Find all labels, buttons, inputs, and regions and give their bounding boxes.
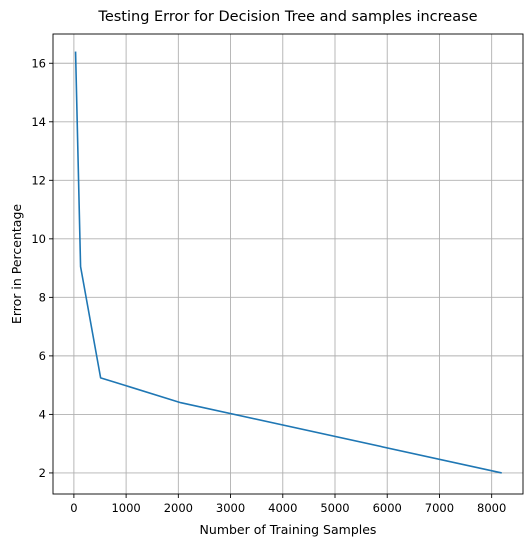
grid [53, 34, 523, 494]
series-layer [74, 51, 502, 474]
chart-title: Testing Error for Decision Tree and samp… [97, 9, 477, 25]
y-tick-label: 14 [31, 115, 46, 129]
y-axis: 2 4 6 8 10 12 14 16 [31, 56, 53, 480]
y-tick-label: 16 [31, 56, 46, 70]
x-tick-label: 3000 [216, 501, 245, 515]
x-tick-label: 7000 [425, 501, 454, 515]
x-axis-label: Number of Training Samples [200, 522, 377, 537]
x-axis: 0 1000 2000 3000 4000 5000 6000 7000 8000 [70, 494, 506, 515]
x-tick-label: 5000 [320, 501, 349, 515]
y-axis-label: Error in Percentage [9, 204, 24, 324]
y-tick-label: 10 [31, 232, 46, 246]
x-tick-label: 4000 [268, 501, 297, 515]
y-tick-label: 4 [39, 407, 46, 421]
y-tick-label: 8 [39, 290, 46, 304]
plot-frame [52, 33, 524, 495]
x-tick-label: 6000 [373, 501, 402, 515]
y-tick-label: 12 [31, 173, 46, 187]
series-line [74, 51, 502, 474]
y-tick-label: 6 [39, 349, 46, 363]
x-tick-label: 0 [70, 501, 77, 515]
x-tick-label: 8000 [477, 501, 506, 515]
x-tick-label: 2000 [164, 501, 193, 515]
y-tick-label: 2 [39, 466, 46, 480]
x-tick-label: 1000 [111, 501, 140, 515]
